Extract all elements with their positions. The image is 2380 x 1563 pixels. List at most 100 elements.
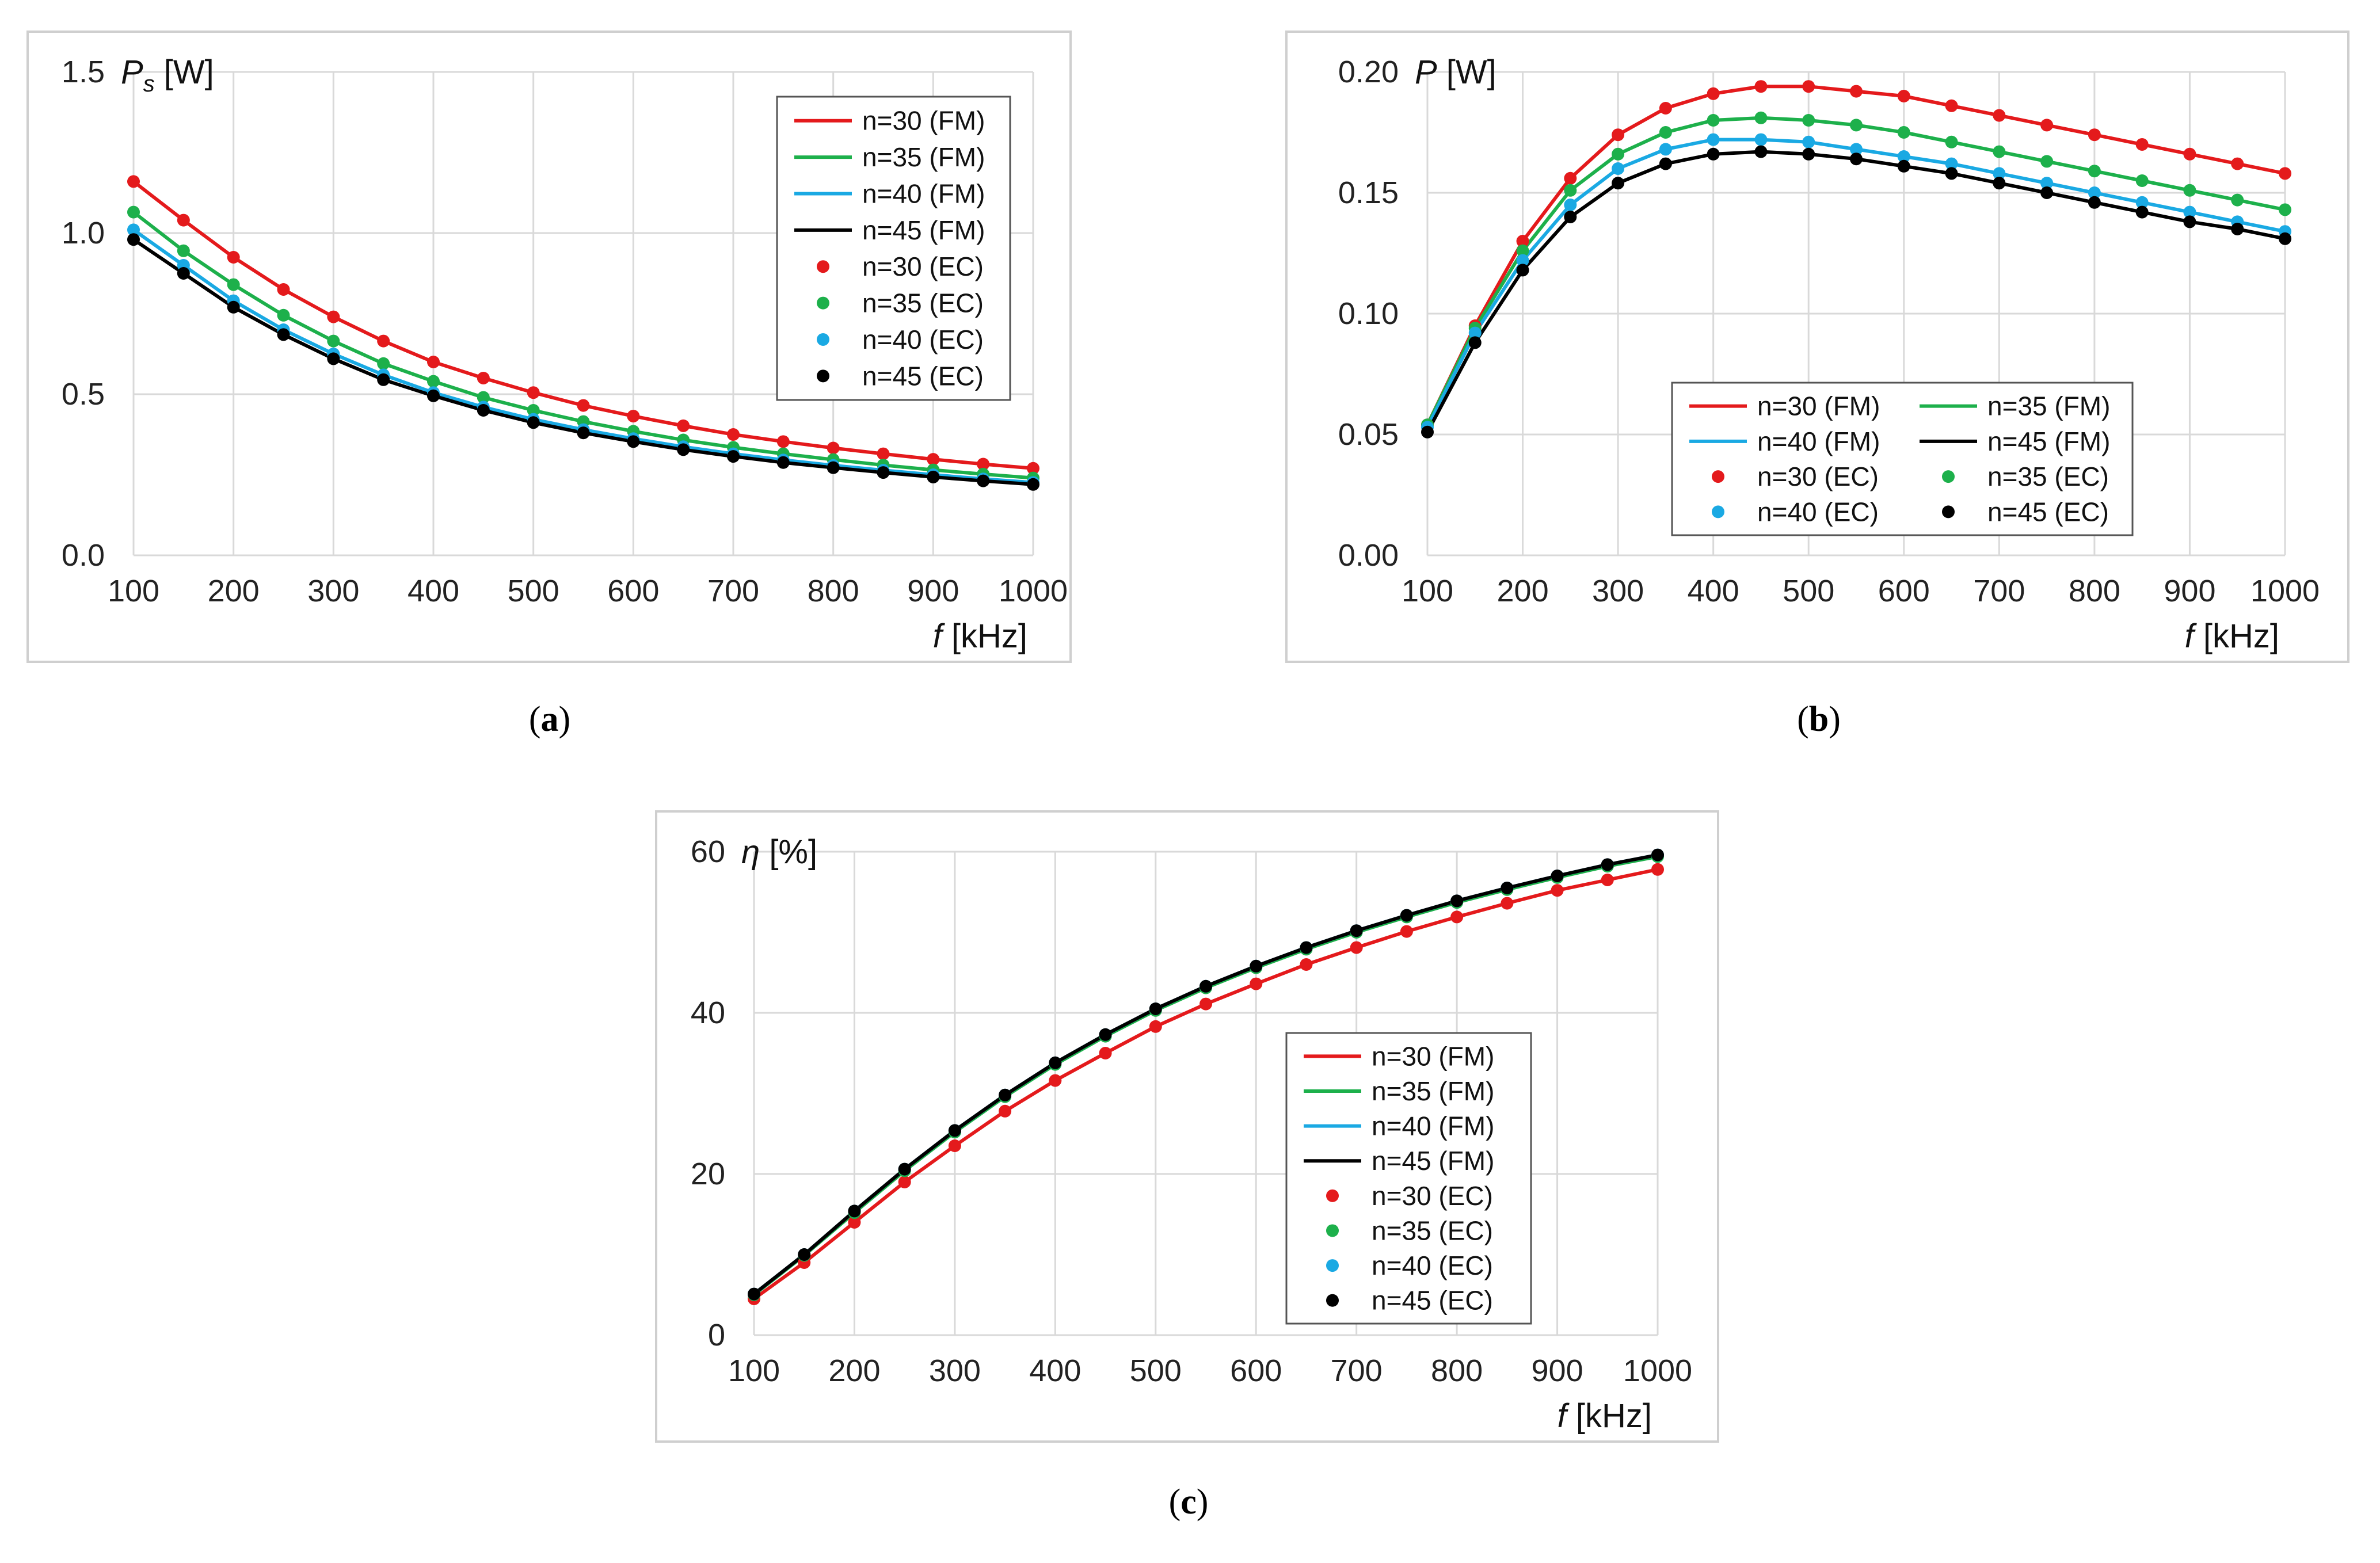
legend-label: n=35 (FM) (1987, 391, 2110, 421)
x-tick-label: 100 (1402, 574, 1453, 608)
data-point-n45 (2135, 205, 2149, 219)
data-point-n40 (1945, 157, 1958, 170)
data-point-n30 (1707, 87, 1720, 100)
y-tick-label: 1.5 (62, 55, 105, 89)
data-point-n40 (1564, 199, 1577, 211)
legend-label: n=35 (EC) (1987, 462, 2109, 491)
data-point-n35 (227, 278, 240, 291)
data-point-n30 (2040, 119, 2054, 132)
data-point-n30 (727, 428, 740, 441)
data-point-n45 (827, 461, 840, 474)
data-point-n45 (1802, 147, 1815, 161)
data-point-n35 (427, 375, 440, 388)
y-tick-label: 0.00 (1338, 538, 1399, 573)
x-tick-label: 500 (1783, 574, 1834, 608)
data-point-n30 (1651, 863, 1664, 876)
panel-caption: (c) (1169, 1482, 1209, 1522)
legend-marker-swatch (1712, 505, 1724, 519)
data-point-n45 (627, 435, 640, 448)
legend-label: n=40 (EC) (862, 325, 984, 354)
y-tick-label: 0.0 (62, 538, 105, 573)
data-point-n45 (1501, 882, 1514, 894)
data-point-n35 (1564, 184, 1577, 197)
data-point-n35 (2088, 165, 2101, 178)
data-point-n30 (848, 1216, 861, 1229)
legend-label: n=45 (FM) (1987, 426, 2110, 456)
x-axis-title: f [kHz] (2185, 617, 2279, 655)
legend-label: n=45 (FM) (862, 215, 985, 245)
data-point-n30 (227, 251, 240, 264)
data-point-n45 (898, 1162, 911, 1176)
x-tick-label: 500 (1130, 1354, 1182, 1388)
data-point-n45 (848, 1204, 861, 1218)
x-tick-label: 900 (2164, 574, 2215, 608)
data-point-n35 (327, 334, 340, 348)
data-point-n30 (477, 372, 490, 384)
data-point-n45 (1707, 147, 1720, 161)
legend-marker-swatch (817, 333, 829, 346)
data-point-n40 (1802, 135, 1815, 148)
data-point-n45 (748, 1287, 760, 1301)
data-point-n30 (427, 356, 440, 368)
data-point-n45 (1601, 858, 1614, 871)
data-point-n40 (127, 223, 140, 237)
data-point-n30 (1516, 235, 1529, 247)
data-point-n40 (1516, 254, 1529, 267)
data-point-n45 (1612, 177, 1625, 190)
data-point-n45 (377, 373, 390, 386)
x-tick-label: 700 (707, 574, 759, 608)
data-point-n40 (2183, 205, 2196, 219)
data-point-n30 (1612, 128, 1625, 142)
legend-label: n=30 (FM) (862, 106, 985, 136)
legend-label: n=45 (EC) (1372, 1286, 1493, 1316)
x-tick-label: 600 (607, 574, 659, 608)
data-point-n30 (1250, 977, 1263, 990)
data-point-n40 (1707, 133, 1720, 146)
data-point-n45 (1897, 159, 1910, 173)
y-axis-title: Ps [W] (121, 54, 214, 97)
data-point-n30 (127, 175, 140, 188)
data-point-n45 (477, 404, 490, 417)
data-point-n35 (2231, 193, 2244, 207)
data-point-n35 (127, 205, 140, 219)
x-tick-label: 900 (907, 574, 959, 608)
legend-label: n=30 (EC) (1757, 462, 1879, 491)
panel-caption: (b) (1797, 700, 1841, 739)
data-point-n30 (1850, 85, 1863, 98)
x-tick-label: 800 (2069, 574, 2120, 608)
data-point-n45 (1754, 145, 1768, 158)
x-tick-label: 200 (1497, 574, 1549, 608)
legend-label: n=40 (EC) (1757, 497, 1879, 527)
data-point-n30 (977, 458, 990, 471)
data-point-n30 (2183, 147, 2196, 161)
data-point-n45 (977, 474, 990, 487)
data-point-n30 (1027, 462, 1039, 475)
data-point-n35 (277, 308, 290, 322)
data-point-n30 (1501, 897, 1514, 910)
data-point-n30 (1659, 102, 1672, 115)
data-point-n30 (1945, 99, 1958, 112)
legend: n=30 (FM) n=35 (FM) n=40 (FM) n=45 (FM) n=30… (1671, 382, 2134, 536)
data-point-n40 (1754, 133, 1768, 146)
x-axis-title: f [kHz] (933, 617, 1027, 655)
legend-label: n=30 (EC) (862, 251, 984, 281)
data-point-n35 (1754, 111, 1768, 124)
data-point-n30 (1199, 997, 1212, 1011)
x-tick-label: 900 (1532, 1354, 1583, 1388)
data-point-n45 (1551, 870, 1564, 882)
data-point-n45 (1027, 478, 1039, 491)
legend-label: n=40 (FM) (1372, 1111, 1494, 1141)
x-tick-label: 400 (1029, 1354, 1081, 1388)
y-tick-label: 0.20 (1338, 55, 1399, 89)
legend-marker-swatch (1942, 470, 1955, 483)
y-tick-label: 40 (691, 996, 725, 1030)
data-point-n30 (1601, 874, 1614, 886)
data-point-n40 (1612, 162, 1625, 175)
x-tick-label: 300 (1592, 574, 1644, 608)
data-point-n40 (1993, 167, 2006, 180)
data-point-n40 (1897, 150, 1910, 163)
data-point-n35 (1707, 114, 1720, 127)
data-point-n45 (2088, 196, 2101, 209)
x-tick-label: 500 (508, 574, 559, 608)
y-tick-label: 20 (691, 1157, 725, 1191)
